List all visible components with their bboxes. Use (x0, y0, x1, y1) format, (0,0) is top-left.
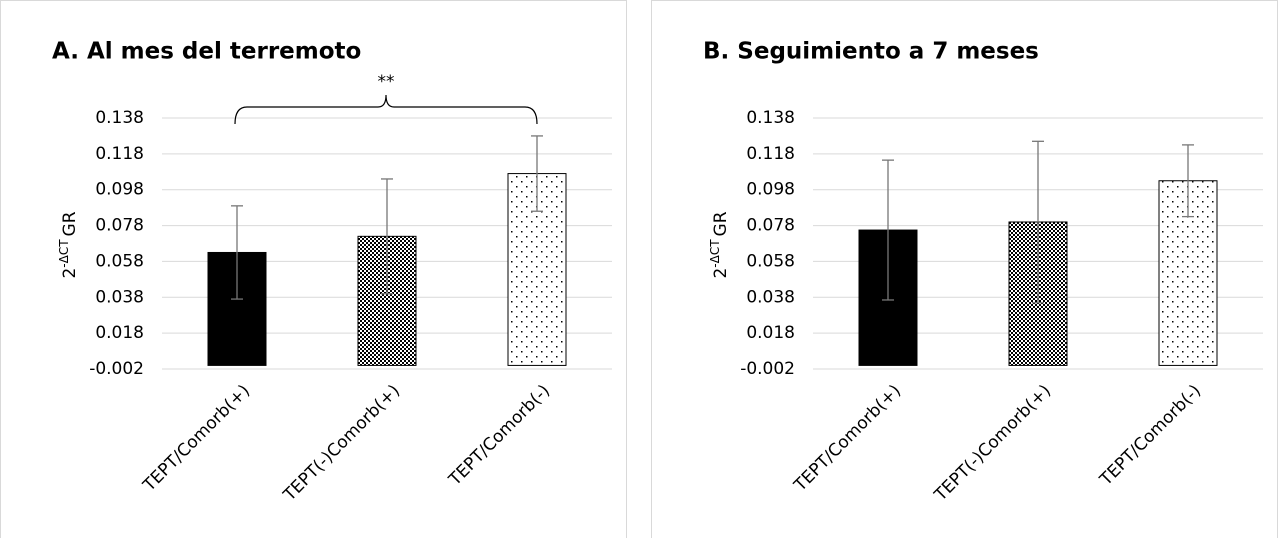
y-tick-label: 0.018 (746, 323, 795, 343)
y-tick-label: 0.038 (746, 287, 795, 307)
y-tick-label: 0.018 (95, 323, 144, 343)
significance-label: ** (378, 72, 395, 92)
y-axis-label-part: 2 (711, 268, 731, 279)
y-tick-label: -0.002 (740, 359, 795, 379)
y-tick-label: 0.098 (746, 180, 795, 200)
y-tick-label: 0.078 (95, 216, 144, 236)
y-tick-label: 0.058 (746, 251, 795, 271)
bar (207, 251, 267, 366)
y-axis-label: 2-ΔCT GR (708, 211, 732, 278)
significance-bracket (234, 94, 538, 125)
y-tick-label: 0.058 (95, 251, 144, 271)
y-tick-label: 0.118 (95, 144, 144, 164)
y-tick-label: 0.078 (746, 216, 795, 236)
y-axis-label-part: -ΔCT (708, 239, 722, 268)
y-axis-label: 2-ΔCT GR (57, 211, 81, 278)
chart-panel: A. Al mes del terremoto 2-ΔCT GR -0.002 0.01… (0, 0, 627, 538)
chart-panel: B. Seguimiento a 7 meses 2-ΔCT GR -0.002 0.0… (651, 0, 1278, 538)
y-axis-label-part: GR (711, 211, 731, 236)
y-axis-label-part: GR (60, 211, 80, 236)
y-tick-label: 0.038 (95, 287, 144, 307)
y-axis-label-part: -ΔCT (57, 239, 71, 268)
chart-title: B. Seguimiento a 7 meses (703, 39, 1039, 65)
y-tick-label: -0.002 (89, 359, 144, 379)
chart-title: A. Al mes del terremoto (52, 39, 361, 65)
y-tick-label: 0.098 (95, 180, 144, 200)
y-tick-label: 0.138 (746, 108, 795, 128)
y-axis-label-part: 2 (60, 268, 80, 279)
y-tick-label: 0.118 (746, 144, 795, 164)
y-tick-label: 0.138 (95, 108, 144, 128)
